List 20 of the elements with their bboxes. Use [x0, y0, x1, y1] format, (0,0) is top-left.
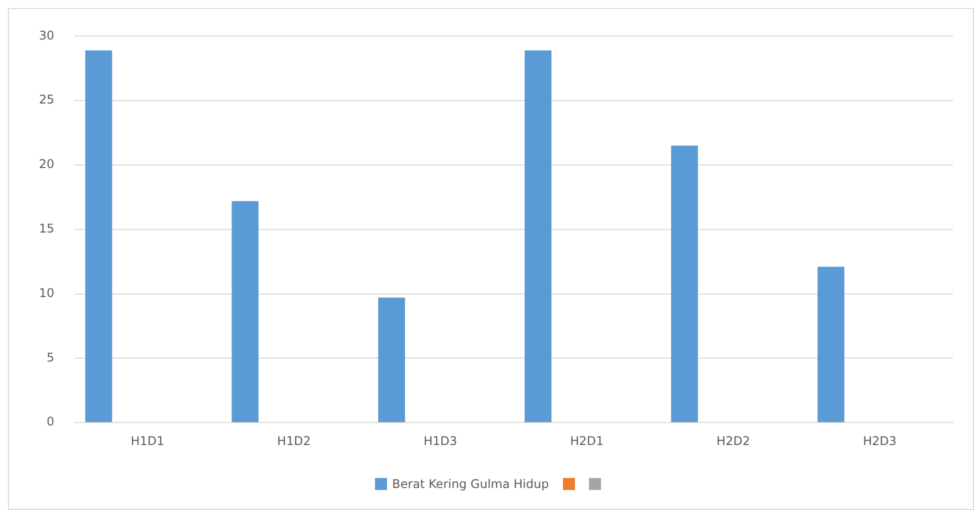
y-tick-label: 25: [38, 92, 54, 107]
x-tick-label: H1D3: [424, 434, 458, 448]
x-tick-label: H2D3: [863, 434, 897, 448]
x-tick-label: H2D1: [570, 434, 604, 448]
y-tick-label: 5: [46, 350, 54, 364]
bar: [85, 50, 112, 422]
y-tick-label: 15: [38, 222, 54, 236]
y-tick-label: 20: [38, 157, 54, 172]
y-tick-label: 0: [46, 414, 54, 429]
y-tick-label: 10: [38, 286, 54, 300]
x-tick-label: H1D1: [130, 434, 164, 448]
x-tick-label: H1D2: [277, 434, 311, 448]
x-tick-label: H2D2: [716, 434, 750, 448]
bar: [671, 146, 698, 422]
y-tick-label: 30: [38, 28, 54, 42]
legend-label: Berat Kering Gulma Hidup: [392, 477, 549, 491]
bar: [232, 201, 259, 422]
bar: [524, 50, 552, 422]
bar: [818, 266, 844, 422]
bar: [378, 298, 406, 422]
